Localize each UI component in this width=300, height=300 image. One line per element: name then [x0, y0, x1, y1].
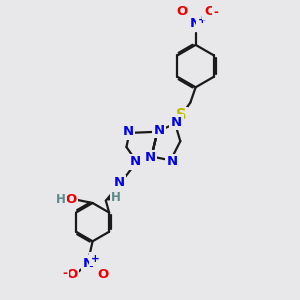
Text: O: O: [66, 268, 77, 281]
Text: N: N: [153, 124, 164, 137]
Text: N: N: [144, 152, 156, 164]
Text: N: N: [83, 257, 94, 270]
Text: +: +: [198, 15, 206, 25]
Text: H: H: [56, 193, 66, 206]
Text: N: N: [113, 176, 124, 190]
Text: N: N: [122, 125, 134, 138]
Text: O: O: [204, 5, 215, 18]
Text: -: -: [62, 267, 67, 280]
Text: -: -: [214, 6, 219, 19]
Text: O: O: [98, 268, 109, 281]
Text: N: N: [167, 155, 178, 168]
Text: H: H: [111, 191, 121, 204]
Text: S: S: [176, 108, 186, 123]
Text: O: O: [176, 5, 187, 18]
Text: N: N: [171, 116, 182, 128]
Text: +: +: [91, 254, 100, 264]
Text: O: O: [65, 193, 76, 206]
Text: N: N: [130, 155, 141, 168]
Text: N: N: [190, 17, 201, 30]
